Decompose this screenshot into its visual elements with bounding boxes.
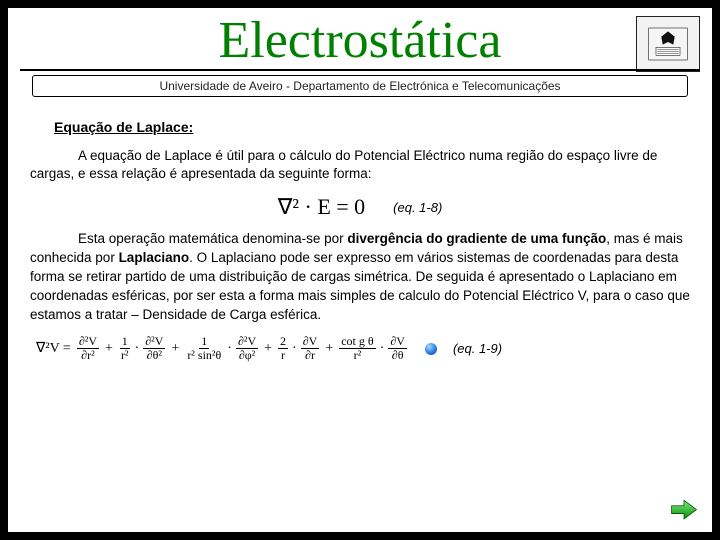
- equation-2-row: ∇²V = ∂²V∂r²+1r²·∂²V∂θ²+1r² sin²θ·∂²V∂φ²…: [36, 335, 690, 362]
- p2-b2: Laplaciano: [119, 250, 190, 265]
- equation-1-row: ∇² · E = 0 (eq. 1-8): [30, 194, 690, 220]
- paragraph-1: A equação de Laplace é útil para o cálcu…: [30, 147, 690, 185]
- equation-2-label: (eq. 1-9): [453, 341, 502, 356]
- next-arrow-button[interactable]: [670, 498, 698, 522]
- bullet-icon: [425, 343, 437, 355]
- equation-1: ∇² · E = 0: [278, 194, 365, 220]
- eq2-prefix: ∇²V =: [36, 340, 71, 357]
- slide-subtitle: Universidade de Aveiro - Departamento de…: [32, 75, 688, 97]
- slide-frame: Electrostática Universidade de Aveiro - …: [6, 6, 714, 534]
- p2-b1: divergência do gradiente de uma função: [347, 231, 606, 246]
- slide-title: Electrostática: [20, 14, 700, 71]
- slide-body: Equação de Laplace: A equação de Laplace…: [8, 99, 712, 371]
- section-heading: Equação de Laplace:: [54, 119, 690, 135]
- p2-a: Esta operação matemática denomina-se por: [78, 231, 347, 246]
- equation-2: ∇²V = ∂²V∂r²+1r²·∂²V∂θ²+1r² sin²θ·∂²V∂φ²…: [36, 335, 409, 362]
- paragraph-2: Esta operação matemática denomina-se por…: [30, 230, 690, 324]
- equation-1-label: (eq. 1-8): [393, 200, 442, 215]
- paragraph-1-text: A equação de Laplace é útil para o cálcu…: [30, 148, 657, 182]
- slide-header: Electrostática Universidade de Aveiro - …: [8, 8, 712, 99]
